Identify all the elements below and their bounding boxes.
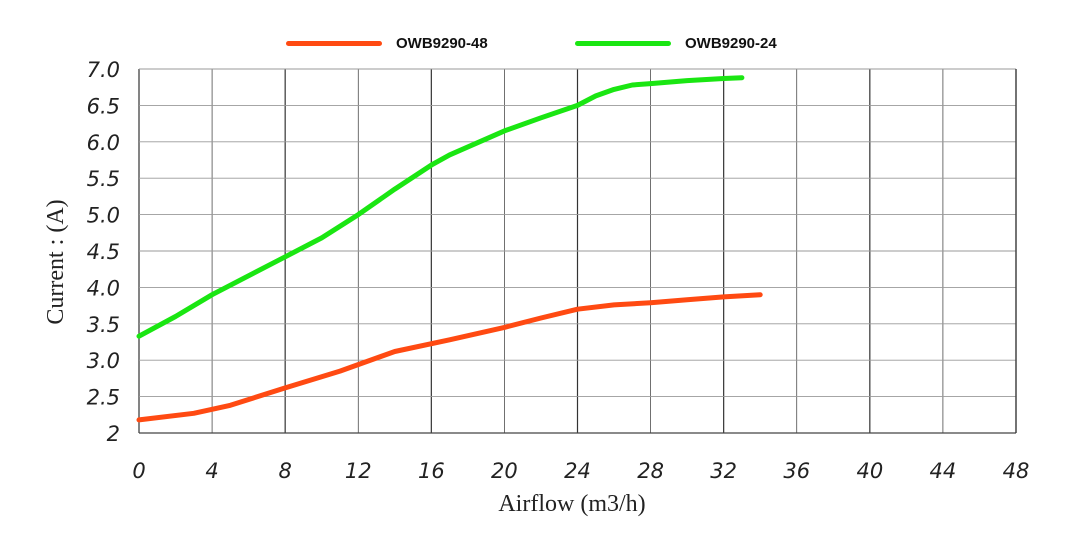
legend-label-series-2: OWB9290-24 (685, 34, 777, 52)
series-line-1 (136, 292, 763, 423)
x-tick-label: 24 (564, 459, 591, 483)
y-axis-title: Current : (A) (43, 199, 69, 324)
y-tick-label: 6.5 (87, 94, 120, 118)
grid (138, 68, 1017, 434)
legend-label-series-1: OWB9290-48 (396, 34, 488, 52)
x-axis-title: Airflow (m3/h) (498, 491, 645, 517)
series-lines (136, 75, 763, 423)
x-tick-label: 16 (418, 459, 445, 483)
legend-item-series-1: OWB9290-48 (286, 32, 488, 54)
x-tick-label: 20 (491, 459, 518, 483)
x-tick-label: 4 (205, 459, 218, 483)
y-tick-label: 2.5 (87, 386, 120, 410)
legend-item-series-2: OWB9290-24 (575, 32, 777, 54)
y-tick-label: 7.0 (87, 58, 120, 82)
y-tick-label: 2 (107, 422, 120, 446)
series-line-2 (136, 75, 745, 339)
x-tick-label: 36 (783, 459, 810, 483)
x-tick-label: 8 (278, 459, 291, 483)
x-tick-label: 32 (710, 459, 737, 483)
y-tick-label: 4.0 (87, 276, 120, 300)
x-tick-label: 28 (637, 459, 664, 483)
y-tick-label: 5.5 (87, 167, 120, 191)
y-tick-label: 4.5 (87, 240, 120, 264)
x-tick-label: 12 (345, 459, 372, 483)
x-tick-label: 0 (132, 459, 145, 483)
x-tick-label: 40 (856, 459, 883, 483)
y-tick-label: 3.5 (87, 313, 120, 337)
tick-labels: 0 4 8 12 16 20 24 28 32 36 40 44 4822.53.03.54.04.55… (87, 58, 1030, 483)
y-tick-label: 5.0 (87, 204, 120, 228)
legend-swatch-series-1 (286, 40, 382, 46)
x-tick-label: 44 (930, 459, 957, 483)
legend-swatch-series-2 (575, 40, 671, 46)
x-tick-label: 48 (1003, 459, 1030, 483)
y-tick-label: 6.0 (87, 131, 120, 155)
y-tick-label: 3.0 (87, 349, 120, 373)
